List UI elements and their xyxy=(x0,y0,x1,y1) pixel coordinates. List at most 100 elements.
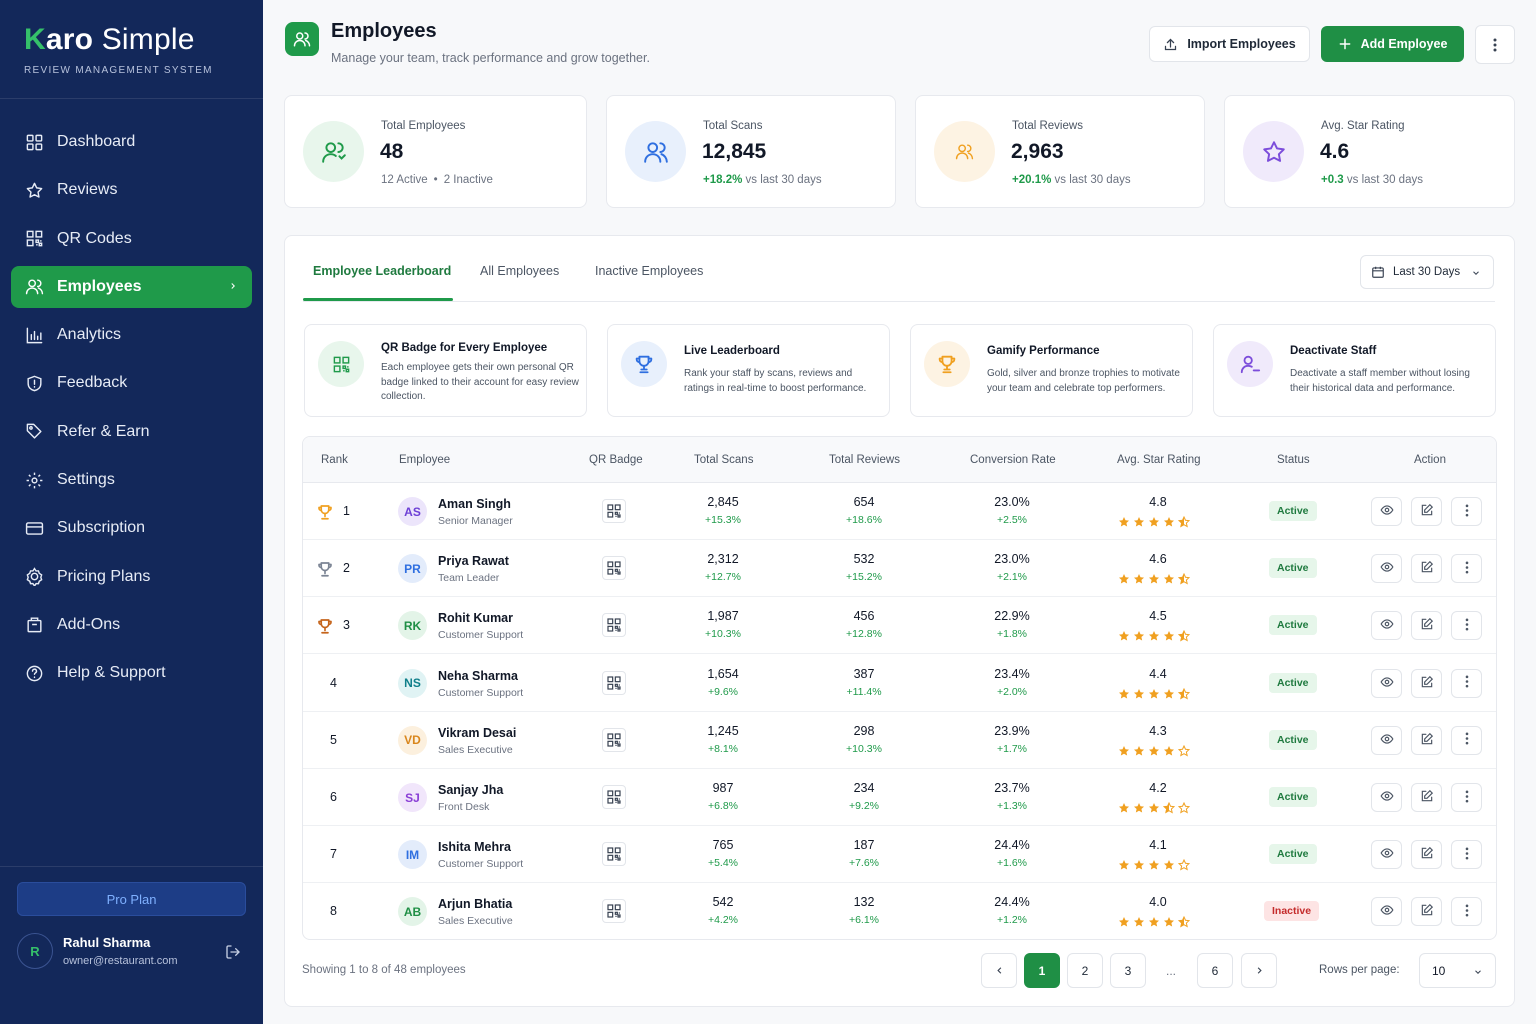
star-icon xyxy=(1148,688,1160,703)
row-more-button[interactable] xyxy=(1451,725,1482,755)
prev-page-button[interactable] xyxy=(981,953,1017,988)
view-button[interactable] xyxy=(1371,783,1402,812)
sidebar-item-settings[interactable]: Settings xyxy=(11,459,252,501)
next-page-button[interactable] xyxy=(1241,953,1277,988)
sidebar-item-qr-codes[interactable]: QR Codes xyxy=(11,218,252,260)
table-header: Rank Employee QR Badge Total Scans Total Rev… xyxy=(303,437,1496,483)
date-filter-dropdown[interactable]: Last 30 Days xyxy=(1360,255,1494,289)
add-employee-button[interactable]: Add Employee xyxy=(1321,26,1464,62)
metric-reviews-change: +9.2% xyxy=(848,800,880,812)
pagination-ellipsis: ... xyxy=(1165,963,1176,978)
brand-logo[interactable]: Karo Simple xyxy=(24,23,195,56)
employee-role: Senior Manager xyxy=(438,515,513,527)
sidebar-item-dashboard[interactable]: Dashboard xyxy=(11,121,252,163)
qr-badge-button[interactable] xyxy=(602,556,626,581)
rating-value: 4.3 xyxy=(1149,723,1167,738)
sidebar: Karo Simple REVIEW MANAGEMENT SYSTEM Das… xyxy=(0,0,263,1024)
qr-badge-button[interactable] xyxy=(602,899,626,924)
table-row: 2 PR Priya Rawat Team Leader 2,312 +12.7% 532 +… xyxy=(303,540,1496,598)
pro-plan-button[interactable]: Pro Plan xyxy=(17,882,246,916)
user-avatar[interactable]: R xyxy=(17,933,53,969)
edit-button[interactable] xyxy=(1411,554,1442,584)
row-more-button[interactable] xyxy=(1451,897,1482,927)
feature-title: Gamify Performance xyxy=(987,345,1100,357)
metric-reviews-change: +7.6% xyxy=(848,857,880,870)
view-button[interactable] xyxy=(1371,897,1402,927)
sidebar-item-add-ons[interactable]: Add-Ons xyxy=(11,604,252,646)
view-button[interactable] xyxy=(1371,840,1402,870)
sidebar-item-employees[interactable]: Employees xyxy=(11,265,252,308)
row-more-button[interactable] xyxy=(1451,668,1482,698)
employee-name[interactable]: Arjun Bhatia xyxy=(438,897,513,912)
employee-name[interactable]: Priya Rawat xyxy=(438,554,509,569)
sidebar-item-label: Analytics xyxy=(57,326,122,344)
star-icon xyxy=(1177,858,1191,874)
sidebar-item-pricing-plans[interactable]: Pricing Plans xyxy=(11,556,252,598)
more-options-button[interactable] xyxy=(1475,25,1515,64)
edit-button[interactable] xyxy=(1411,725,1442,755)
page-button-2[interactable]: 2 xyxy=(1067,953,1103,988)
sidebar-item-analytics[interactable]: Analytics xyxy=(11,314,252,356)
qr-code-icon xyxy=(607,904,621,918)
view-button[interactable] xyxy=(1371,554,1402,584)
import-employees-button[interactable]: Import Employees xyxy=(1149,26,1310,62)
sidebar-item-label: Settings xyxy=(57,471,115,489)
sidebar-item-label: Feedback xyxy=(57,374,128,392)
row-more-button[interactable] xyxy=(1451,611,1482,641)
rows-per-page-select[interactable]: 10 xyxy=(1419,953,1496,988)
row-more-button[interactable] xyxy=(1451,554,1482,584)
employee-name[interactable]: Vikram Desai xyxy=(438,725,517,740)
employee-name[interactable]: Rohit Kumar xyxy=(438,611,513,626)
chevron-down-icon xyxy=(1475,970,1481,974)
qr-badge-button[interactable] xyxy=(602,785,626,809)
row-more-button[interactable] xyxy=(1451,783,1482,812)
row-more-button[interactable] xyxy=(1451,497,1482,526)
avatar: PR xyxy=(398,554,427,584)
metric-scans: 1,987 xyxy=(707,609,739,624)
metric-conv: 23.4% xyxy=(994,666,1030,681)
qr-badge-button[interactable] xyxy=(602,613,626,638)
sidebar-item-refer-earn[interactable]: Refer & Earn xyxy=(11,411,252,453)
tab-inactive-employees[interactable]: Inactive Employees xyxy=(595,264,704,278)
qr-badge-button[interactable] xyxy=(602,842,626,867)
feature-title: Deactivate Staff xyxy=(1290,345,1377,357)
logout-icon[interactable] xyxy=(225,944,241,965)
page-button-1[interactable]: 1 xyxy=(1024,953,1060,988)
metric-reviews-change: +18.6% xyxy=(846,514,882,526)
page-button-6[interactable]: 6 xyxy=(1197,953,1233,988)
page-button-3[interactable]: 3 xyxy=(1110,953,1146,988)
sidebar-item-subscription[interactable]: Subscription xyxy=(11,507,252,549)
edit-button[interactable] xyxy=(1411,897,1442,927)
view-button[interactable] xyxy=(1371,497,1402,526)
star-rating xyxy=(1118,572,1191,588)
qr-badge-button[interactable] xyxy=(602,727,626,752)
tab-all-employees[interactable]: All Employees xyxy=(480,264,560,278)
edit-button[interactable] xyxy=(1411,840,1442,870)
employee-name[interactable]: Ishita Mehra xyxy=(438,840,511,855)
pagination-summary: Showing 1 to 8 of 48 employees xyxy=(302,964,466,976)
edit-button[interactable] xyxy=(1411,783,1442,812)
qr-badge-button[interactable] xyxy=(602,499,626,523)
tab-employee-leaderboard[interactable]: Employee Leaderboard xyxy=(313,264,452,278)
view-button[interactable] xyxy=(1371,725,1402,755)
view-button[interactable] xyxy=(1371,611,1402,641)
employee-name[interactable]: Aman Singh xyxy=(438,497,511,511)
sidebar-item-feedback[interactable]: Feedback xyxy=(11,362,252,404)
qr-badge-button[interactable] xyxy=(602,670,626,695)
stat-subtext: +18.2% vs last 30 days xyxy=(703,174,822,186)
chevron-down-icon xyxy=(1473,271,1479,275)
sidebar-item-reviews[interactable]: Reviews xyxy=(11,169,252,211)
row-more-button[interactable] xyxy=(1451,840,1482,870)
sidebar-item-help-support[interactable]: Help & Support xyxy=(11,652,252,694)
status-badge: Active xyxy=(1269,558,1317,579)
metric-conv-change: +2.1% xyxy=(996,571,1028,584)
edit-button[interactable] xyxy=(1411,611,1442,641)
star-icon xyxy=(1133,516,1145,531)
edit-button[interactable] xyxy=(1411,497,1442,526)
employee-name[interactable]: Neha Sharma xyxy=(438,668,518,683)
edit-button[interactable] xyxy=(1411,668,1442,698)
view-button[interactable] xyxy=(1371,668,1402,698)
column-header-qr-badge: QR Badge xyxy=(589,454,643,466)
employee-name[interactable]: Sanjay Jha xyxy=(438,783,504,797)
avatar: AS xyxy=(398,497,427,526)
